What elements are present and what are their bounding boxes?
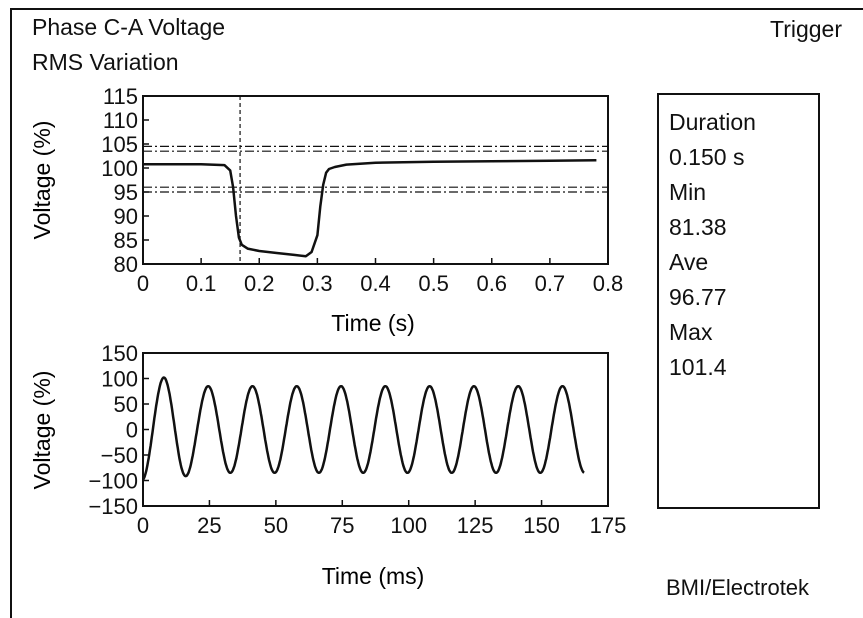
rms-y-tick-label: 95: [114, 180, 138, 205]
wave-x-axis-label: Time (ms): [322, 563, 425, 589]
wave-x-tick-label: 175: [590, 513, 627, 538]
wave-y-tick-label: 100: [101, 367, 138, 392]
wave-y-tick-label: 0: [126, 418, 138, 443]
duration-label: Duration: [669, 109, 756, 135]
max-label: Max: [669, 319, 713, 345]
duration-value: 0.150 s: [669, 144, 745, 170]
wave-x-tick-label: 75: [330, 513, 354, 538]
rms-y-tick-label: 115: [103, 84, 138, 109]
wave-y-axis-label: Voltage (%): [29, 371, 55, 490]
wave-y-tick-label: −50: [101, 443, 138, 468]
rms-y-tick-label: 105: [101, 132, 138, 157]
wave-y-tick-label: −100: [88, 469, 138, 494]
rms-x-tick-label: 0.8: [593, 271, 624, 296]
rms-y-tick-label: 110: [103, 108, 138, 133]
rms-variation-chart: Voltage (%) Time (s) 0 0.1 0.2 0.3 0.4 0.5 0.6…: [29, 84, 624, 336]
max-value: 101.4: [669, 354, 727, 380]
chart-title-line-2: RMS Variation: [32, 49, 179, 75]
wave-x-tick-label: 100: [390, 513, 427, 538]
waveform-chart: Voltage (%) Time (ms) 0 25 50 75 100 125 150 17…: [29, 341, 627, 589]
trigger-label: Trigger: [770, 16, 842, 42]
wave-x-tick-label: 0: [137, 513, 149, 538]
chart-title-line-1: Phase C-A Voltage: [32, 14, 226, 40]
wave-x-tick-label: 125: [457, 513, 494, 538]
rms-x-tick-label: 0.6: [476, 271, 507, 296]
min-label: Min: [669, 179, 707, 205]
rms-y-tick-label: 90: [114, 204, 138, 229]
rms-x-tick-label: 0.2: [244, 271, 275, 296]
wave-x-tick-label: 150: [523, 513, 560, 538]
rms-y-tick-label: 100: [101, 156, 138, 181]
rms-x-tick-label: 0.7: [535, 271, 566, 296]
wave-y-tick-label: 150: [101, 341, 138, 366]
rms-y-axis-label: Voltage (%): [29, 121, 55, 240]
rms-voltage-series-line: [143, 159, 597, 258]
voltage-waveform-line: [141, 376, 585, 481]
statistics-panel: Duration 0.150 s Min 81.38 Ave 96.77 Max…: [657, 93, 820, 509]
ave-value: 96.77: [669, 284, 727, 310]
rms-x-tick-label: 0.4: [360, 271, 391, 296]
rms-x-axis-label: Time (s): [331, 310, 414, 336]
outer-frame: [10, 8, 863, 618]
wave-x-tick-label: 25: [197, 513, 221, 538]
ave-label: Ave: [669, 249, 709, 275]
wave-y-tick-label: −150: [88, 494, 138, 519]
rms-x-tick-label: 0.5: [418, 271, 449, 296]
rms-y-tick-label: 80: [114, 252, 138, 277]
wave-y-tick-label: 50: [114, 392, 138, 417]
min-value: 81.38: [669, 214, 727, 240]
rms-y-tick-label: 85: [114, 228, 138, 253]
wave-x-tick-label: 50: [264, 513, 288, 538]
source-credit: BMI/Electrotek: [666, 575, 810, 600]
rms-x-tick-label: 0.1: [186, 271, 217, 296]
rms-x-tick-label: 0: [137, 271, 149, 296]
rms-x-tick-label: 0.3: [302, 271, 333, 296]
